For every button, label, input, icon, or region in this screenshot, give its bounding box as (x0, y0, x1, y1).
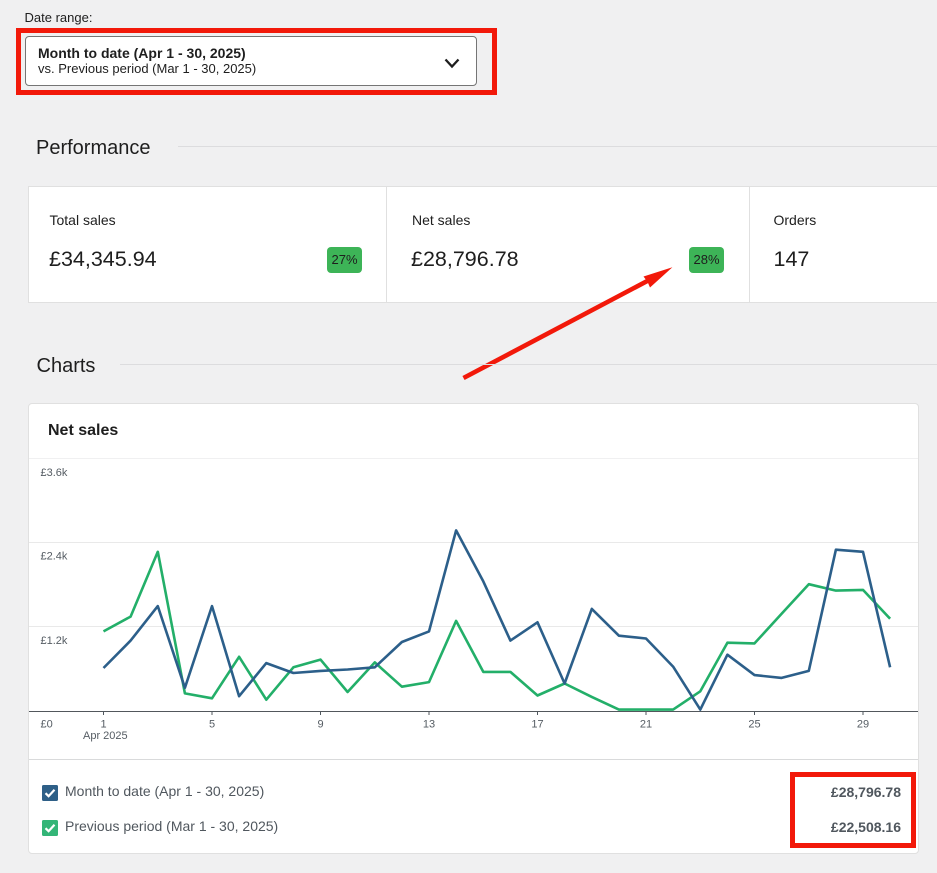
svg-text:Apr 2025: Apr 2025 (83, 730, 128, 742)
svg-text:£2.4k: £2.4k (41, 551, 68, 563)
svg-text:1: 1 (100, 719, 106, 731)
svg-text:5: 5 (209, 719, 215, 731)
svg-text:13: 13 (423, 719, 435, 731)
svg-text:9: 9 (317, 719, 323, 731)
svg-text:£1.2k: £1.2k (41, 635, 68, 647)
svg-text:17: 17 (531, 719, 543, 731)
svg-text:29: 29 (857, 719, 869, 731)
svg-text:£3.6k: £3.6k (41, 467, 68, 479)
svg-text:21: 21 (640, 719, 652, 731)
svg-text:£0: £0 (41, 719, 53, 731)
svg-text:25: 25 (748, 719, 760, 731)
